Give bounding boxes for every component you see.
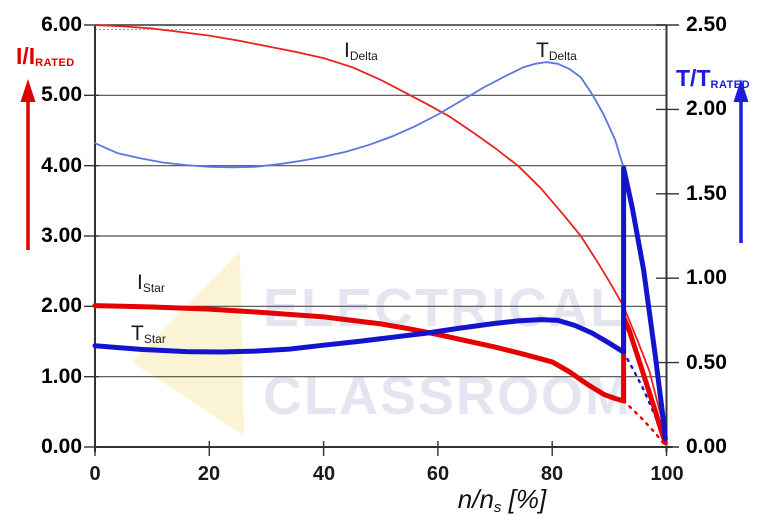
curve-label-t-star: TStar: [131, 322, 166, 347]
left-axis-arrow-head: [20, 79, 36, 102]
curve-label-t-delta: TDelta: [536, 39, 577, 64]
x-tick-0: 0: [89, 463, 101, 485]
curve-i_star: [92, 303, 668, 446]
left-axis-title-sub: RATED: [35, 57, 75, 69]
right-tick-0_0: 0.00: [686, 435, 727, 458]
x-axis-title-sub: s: [493, 499, 502, 516]
x-tick-60: 60: [426, 463, 450, 485]
x-tick-80: 80: [540, 463, 564, 485]
x-axis-title: n/ns [%]: [412, 485, 592, 522]
left-tick-5: 5.00: [41, 83, 82, 106]
curve-label-i-star: IStar: [137, 271, 165, 296]
left-tick-1: 1.00: [41, 365, 82, 388]
right-axis-title-sub: RATED: [710, 79, 751, 91]
curve-i_delta: [94, 24, 668, 445]
left-tick-6: 6.00: [41, 13, 82, 36]
curve-i_star_extrapolated: [622, 399, 667, 447]
right-tick-1_0: 1.00: [686, 266, 727, 289]
curve-label-i-delta: IDelta: [344, 39, 378, 64]
left-tick-2: 2.00: [41, 294, 82, 317]
right-tick-2_0: 2.00: [686, 97, 727, 120]
left-axis-title-main: I/I: [16, 43, 36, 69]
curve-t_delta: [94, 61, 668, 447]
left-tick-0: 0.00: [41, 435, 82, 458]
curve-t_star: [92, 165, 668, 442]
left-tick-3: 3.00: [41, 224, 82, 247]
x-tick-100: 100: [650, 463, 684, 485]
right-axis-title: T/TRATED: [676, 66, 750, 97]
x-axis-title-main: n/n: [457, 484, 494, 514]
right-tick-2_5: 2.50: [686, 13, 727, 36]
right-tick-0_5: 0.50: [686, 351, 727, 374]
watermark-line2: CLASSROOM: [263, 366, 632, 426]
right-axis-title-main: T/T: [676, 65, 711, 91]
left-tick-4: 4.00: [41, 154, 82, 177]
x-tick-40: 40: [312, 463, 336, 485]
right-axis-arrow-head: [733, 79, 749, 102]
x-axis-title-unit: [%]: [501, 484, 547, 514]
right-tick-1_5: 1.50: [686, 182, 727, 205]
watermark-triangle-icon: [132, 251, 244, 436]
left-axis-title: I/IRATED: [16, 44, 75, 75]
watermark-line1: ELECTRICAL: [263, 278, 625, 338]
x-tick-20: 20: [197, 463, 221, 485]
